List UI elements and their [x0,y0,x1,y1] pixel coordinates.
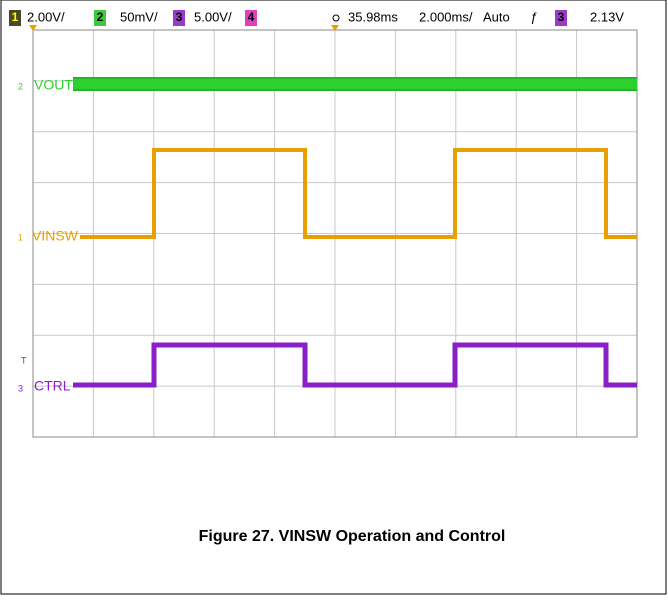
ch3-box [173,10,185,26]
vout-trace [73,77,637,91]
ctrl-channel: 3 [18,383,23,393]
trigger-pos-marker [331,25,339,31]
trigger-level: 2.13V [590,9,624,24]
ctrl-trace [73,342,637,388]
ch4-number: 4 [248,10,255,24]
ch3-scale: 5.00V/ [194,9,232,24]
trigger-mode: Auto [483,9,510,24]
ch2-number: 2 [97,10,104,24]
ch4-box [245,10,257,26]
ch1-box [9,10,21,26]
vinsw-label: VINSW [32,228,79,244]
trigger-source-box [555,10,567,26]
timebase: 2.000ms/ [419,9,473,24]
ch1-scale: 2.00V/ [27,9,65,24]
ctrl-label: CTRL [34,378,71,394]
vinsw-channel: 1 [18,232,23,242]
vinsw-trace [80,148,637,239]
time-ref-marker [29,25,37,31]
vout-trace-edge [73,77,637,91]
ch2-scale: 50mV/ [120,9,158,24]
delay-icon [332,14,340,22]
grid [33,30,637,437]
trigger-source: 3 [558,10,565,24]
ch2-box [94,10,106,26]
ch1-number: 1 [12,10,19,24]
ch3-number: 3 [176,10,183,24]
trigger-slope-icon: ƒ [530,9,537,24]
vout-channel: 2 [18,81,23,91]
trigger-marker: T [21,355,27,365]
vout-label: VOUT [34,77,73,93]
time-delay: 35.98ms [348,9,398,24]
caption: Figure 27. VINSW Operation and Control [199,528,506,545]
